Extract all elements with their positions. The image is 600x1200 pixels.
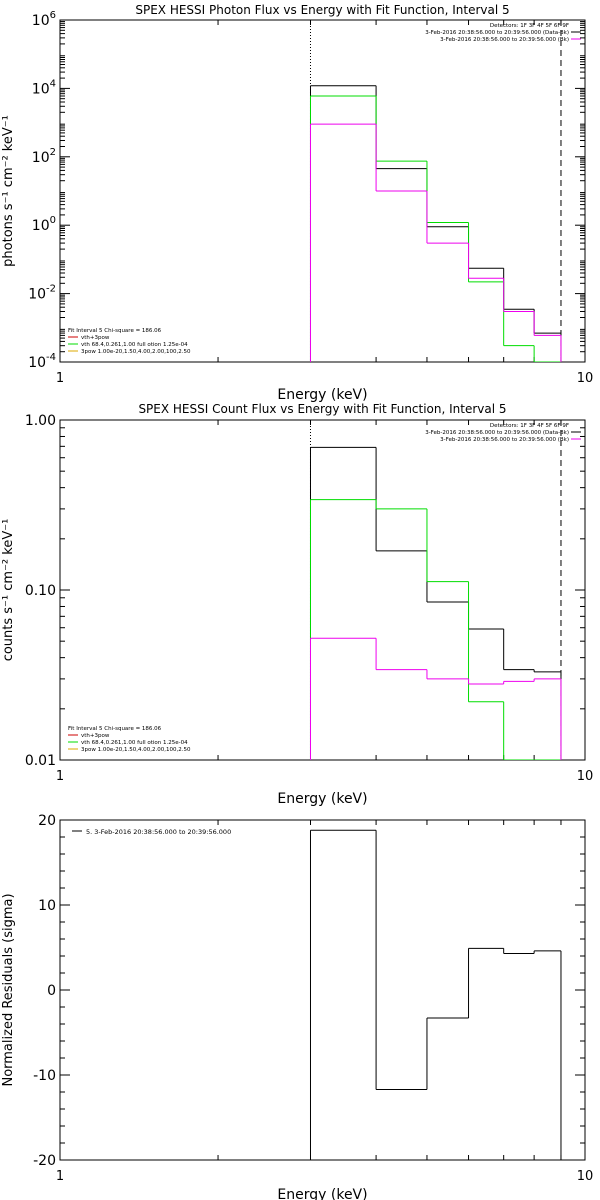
chart-panel-3: 1 10 -20 -10 0 10 20 Energy (keV) Normalized Res… <box>1 813 593 1200</box>
y-tick-label: 0.10 <box>25 583 56 599</box>
y-tick-label: 104 <box>32 78 56 97</box>
y-axis-label: photons s⁻¹ cm⁻² keV⁻¹ <box>1 115 16 267</box>
y-axis-label: Normalized Residuals (sigma) <box>1 893 16 1086</box>
y-tick-base: 10 <box>32 150 50 166</box>
fit-legend-entry: vth 68.4,0.261,1.00 full otion 1.25e-04 <box>81 342 188 348</box>
fit-legend-entry: vth 68.4,0.261,1.00 full otion 1.25e-04 <box>81 740 188 746</box>
series-1 <box>309 829 562 1160</box>
data-series-group <box>309 85 562 362</box>
y-tick-base: 10 <box>32 13 50 29</box>
y-tick-exponent: 4 <box>50 78 56 89</box>
fit-legend-header: Fit Interval 5 Chi-square = 186.06 <box>68 328 162 334</box>
series-3 <box>309 123 562 362</box>
y-tick-label: 0.01 <box>25 753 56 769</box>
y-tick-exponent: -4 <box>46 352 56 363</box>
x-axis-label: Energy (keV) <box>277 387 367 403</box>
y-tick-exponent: 0 <box>50 215 56 226</box>
y-tick-exponent: 6 <box>50 10 56 21</box>
y-tick-label: -10 <box>33 1068 56 1084</box>
data-series-group <box>309 829 562 1160</box>
y-tick-label: 100 <box>32 215 56 234</box>
data-series-group <box>309 446 562 760</box>
fit-legend-entry: 3pow 1.00e-20,1.50,4.00,2.00,100,2.50 <box>81 747 191 753</box>
y-tick-label: 10-4 <box>28 352 56 371</box>
y-tick-label: 0 <box>47 983 56 999</box>
series-1 <box>309 85 562 362</box>
chart-title: SPEX HESSI Count Flux vs Energy with Fit… <box>138 402 506 416</box>
x-tick-label: 10 <box>577 769 594 784</box>
series-2 <box>309 95 561 362</box>
y-tick-label: 20 <box>38 813 56 829</box>
y-tick-exponent: -2 <box>46 284 56 295</box>
legend-entry: 3-Feb-2016 20:38:56.000 to 20:39:56.000 … <box>425 30 569 36</box>
legend-entry: 3-Feb-2016 20:38:56.000 to 20:39:56.000 … <box>440 437 569 443</box>
fit-legend-entry: 3pow 1.00e-20,1.50,4.00,2.00,100,2.50 <box>81 349 191 355</box>
series-2 <box>309 499 561 760</box>
x-tick-label: 1 <box>56 769 64 784</box>
legend-entry: 3-Feb-2016 20:38:56.000 to 20:39:56.000 … <box>425 430 569 436</box>
plot-frame <box>59 19 586 363</box>
chart-title: SPEX HESSI Photon Flux vs Energy with Fi… <box>135 3 509 17</box>
legend-entry: Detectors: 1F 3F 4F 5F 6F 9F <box>490 423 569 429</box>
legend-entry: Detectors: 1F 3F 4F 5F 6F 9F <box>490 23 569 29</box>
y-tick-label: -20 <box>33 1153 56 1169</box>
x-tick-label: 1 <box>56 1169 64 1184</box>
y-tick-label: 102 <box>32 147 56 166</box>
y-tick-base: 10 <box>32 81 50 97</box>
plot-frame <box>59 419 586 761</box>
fit-legend-header: Fit Interval 5 Chi-square = 186.06 <box>68 726 162 732</box>
y-tick-label: 1.00 <box>25 413 56 429</box>
x-tick-label: 1 <box>56 371 64 386</box>
y-axis-label: counts s⁻¹ cm⁻² keV⁻¹ <box>1 519 16 662</box>
legend-entry: 3-Feb-2016 20:38:56.000 to 20:39:56.000 … <box>440 37 569 43</box>
x-axis-label: Energy (keV) <box>277 791 367 807</box>
y-tick-label: 106 <box>32 10 56 29</box>
y-tick-label: 10 <box>38 898 56 914</box>
y-tick-base: 10 <box>32 218 50 234</box>
x-tick-label: 10 <box>577 371 594 386</box>
y-tick-exponent: 2 <box>50 147 56 158</box>
chart-panel-2: 1 10 0.01 0.10 1.00 SPEX HESSI Count Flux vs … <box>1 402 593 807</box>
series-1 <box>309 446 562 760</box>
x-axis-label: Energy (keV) <box>277 1187 367 1200</box>
y-tick-base: 10 <box>28 287 46 303</box>
plot-frame <box>59 819 586 1161</box>
legend-entry: 5. 3-Feb-2016 20:38:56.000 to 20:39:56.0… <box>86 828 231 836</box>
fit-legend-entry: vth+3pow <box>81 733 110 739</box>
y-tick-label: 10-2 <box>28 284 56 303</box>
y-tick-base: 10 <box>28 355 46 371</box>
series-3 <box>309 637 562 760</box>
x-tick-label: 10 <box>577 1169 594 1184</box>
fit-legend-entry: vth+3pow <box>81 335 110 341</box>
